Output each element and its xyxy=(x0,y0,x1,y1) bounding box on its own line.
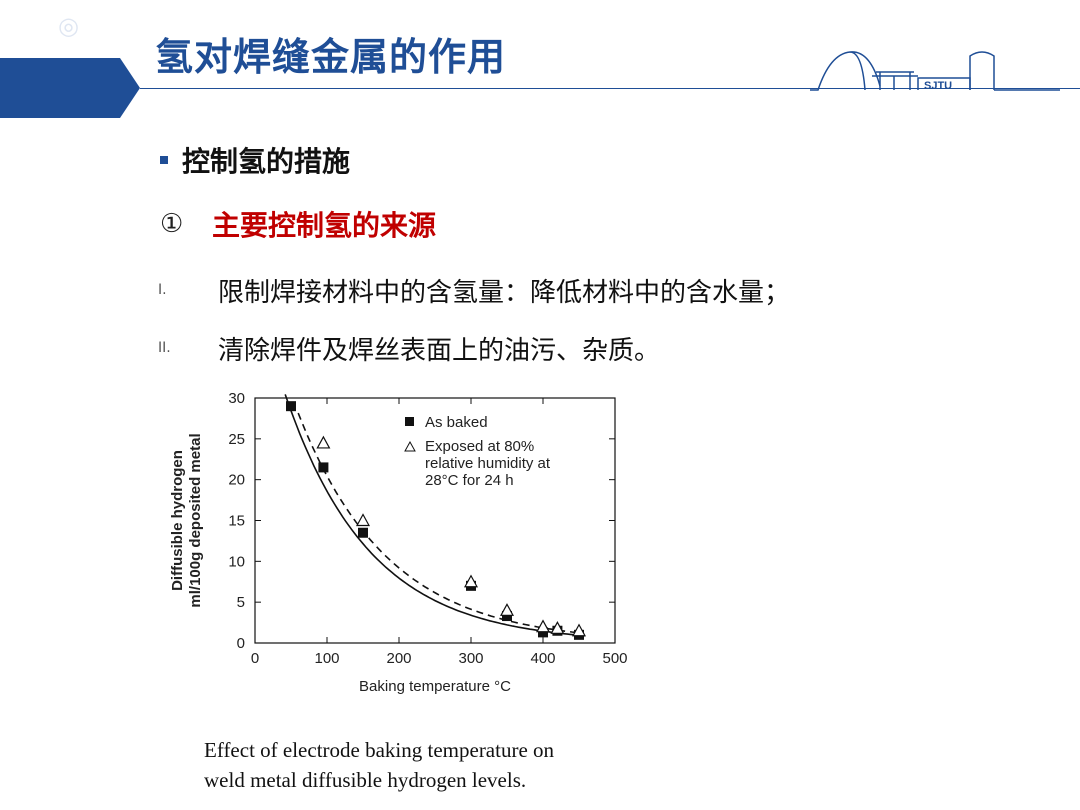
header-rule xyxy=(140,88,1080,89)
caption-line-1: Effect of electrode baking temperature o… xyxy=(204,738,555,762)
as-baked-point xyxy=(502,611,512,622)
page-title: 氢对焊缝金属的作用 xyxy=(155,35,507,79)
list-item: II. 清除焊件及焊丝表面上的油污、杂质。 xyxy=(158,328,660,368)
sjtu-gate-emblem: SJTU xyxy=(810,51,1060,92)
hydrogen-baking-chart: 0 100 200 300 400 500 0 5 10 15 20 25 30 Baking tempe… xyxy=(169,390,628,695)
list-marker: I. xyxy=(158,282,167,298)
bullet-square-icon xyxy=(160,156,168,164)
caption-line-2: weld metal diffusible hydrogen levels. xyxy=(204,768,527,792)
legend-exposed-line: relative humidity at xyxy=(425,455,551,472)
y-axis-label: ml/100g deposited metal xyxy=(187,433,204,607)
y-tick-label: 15 xyxy=(228,513,245,530)
x-tick-label: 100 xyxy=(314,650,339,667)
x-tick-label: 500 xyxy=(602,650,627,667)
bullet-item: 控制氢的措施 xyxy=(160,138,350,182)
y-tick-label: 0 xyxy=(237,635,245,652)
y-tick-label: 25 xyxy=(228,431,245,448)
y-tick-label: 10 xyxy=(228,553,245,570)
x-axis-label: Baking temperature °C xyxy=(359,678,511,695)
exposed-point xyxy=(550,621,565,634)
bullet-label: 控制氢的措施 xyxy=(182,145,351,178)
x-tick-label: 0 xyxy=(251,650,259,667)
numbered-item: ① 主要控制氢的来源 xyxy=(160,200,436,248)
series-line-as-baked xyxy=(284,394,585,637)
y-tick-label: 20 xyxy=(228,472,245,489)
x-tick-label: 400 xyxy=(530,650,555,667)
figure-caption: Effect of electrode baking temperature o… xyxy=(204,735,684,795)
y-tick-label: 5 xyxy=(237,594,245,611)
emblem-sjtu-text: SJTU xyxy=(924,80,952,92)
exposed-point xyxy=(355,513,371,527)
list-text: 限制焊接材料中的含氢量：降低材料中的含水量； xyxy=(218,277,791,308)
numbered-marker: ① xyxy=(160,209,184,239)
exposed-point xyxy=(316,435,331,449)
x-tick-label: 200 xyxy=(386,650,411,667)
as-baked-point xyxy=(286,401,296,412)
legend-exposed-line: 28°C for 24 h xyxy=(425,472,514,489)
series-line-exposed xyxy=(297,412,584,635)
x-tick-label: 300 xyxy=(458,650,483,667)
school-logo-watermark: ◎ xyxy=(58,12,79,40)
list-marker: II. xyxy=(158,340,171,356)
legend-as-baked: As baked xyxy=(425,414,488,431)
as-baked-point xyxy=(358,527,368,538)
list-item: I. 限制焊接材料中的含氢量：降低材料中的含水量； xyxy=(158,270,790,310)
legend-exposed-line: Exposed at 80% xyxy=(425,438,534,455)
numbered-label: 主要控制氢的来源 xyxy=(212,209,437,242)
exposed-point xyxy=(571,623,587,637)
legend-triangle-icon xyxy=(404,440,416,452)
legend-square-icon xyxy=(405,417,414,426)
as-baked-point xyxy=(318,462,329,473)
as-baked-point xyxy=(538,627,548,638)
exposed-point xyxy=(499,603,515,616)
plot-frame xyxy=(254,397,616,644)
y-tick-label: 30 xyxy=(228,390,245,407)
list-text: 清除焊件及焊丝表面上的油污、杂质。 xyxy=(218,335,661,366)
header-accent-bar xyxy=(0,58,140,118)
y-axis-label: Diffusible hydrogen xyxy=(169,450,186,591)
exposed-point xyxy=(463,574,479,588)
exposed-point xyxy=(535,619,551,633)
